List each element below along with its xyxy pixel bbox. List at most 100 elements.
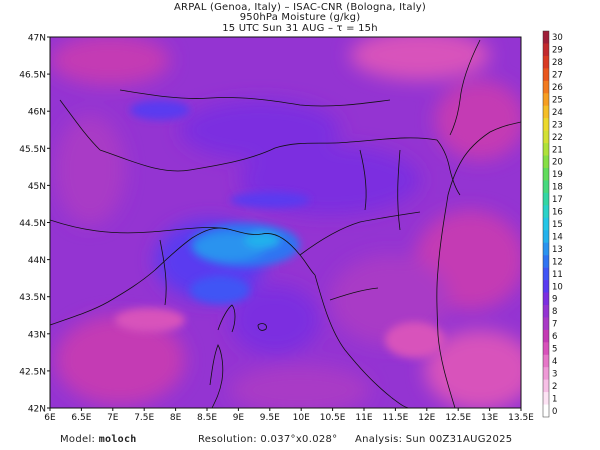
footer-model-label: Model:: [60, 434, 96, 445]
colorbar-swatch: [543, 342, 549, 356]
lon-tick-label: 6E: [44, 413, 56, 423]
colorbar-swatch: [543, 292, 549, 306]
colorbar-swatch: [543, 230, 549, 243]
colorbar-label: 17: [552, 195, 563, 205]
colorbar-swatch: [543, 93, 549, 107]
colorbar-label: 1: [552, 394, 557, 404]
colorbar-label: 9: [552, 295, 557, 305]
lon-tick-label: 9E: [233, 413, 245, 423]
lat-tick-label: 45.5N: [19, 145, 46, 155]
footer-model: Model: moloch: [60, 434, 137, 445]
colorbar-label: 28: [552, 58, 563, 68]
colorbar-frame: [542, 30, 550, 418]
colorbar-label: 5: [552, 345, 557, 355]
footer-analysis-label: Analysis:: [355, 434, 403, 445]
colorbar-label: 2: [552, 382, 557, 392]
colorbar-label: 26: [552, 83, 563, 93]
colorbar-label: 0: [552, 407, 557, 417]
lon-tick-label: 11.5E: [383, 413, 409, 423]
colorbar-swatch: [543, 31, 549, 44]
lon-tick-label: 7.5E: [134, 413, 154, 423]
colorbar-swatch: [543, 167, 549, 181]
colorbar-swatch: [543, 55, 549, 69]
longitude-axis: 6E 6.5E 7E 7.5E 8E 8.5E 9E 9.5E 10E 10.5E 11E 11.5E…: [44, 408, 534, 423]
header-valid-time: 15 UTC Sun 31 AUG – τ = 15h: [222, 23, 378, 34]
lon-tick-label: 8E: [170, 413, 182, 423]
colorbar-swatch: [543, 392, 549, 405]
lon-tick-label: 10.5E: [320, 413, 346, 423]
header-institutions: ARPAL (Genoa, Italy) – ISAC-CNR (Bologna…: [174, 2, 426, 13]
coastlines-and-borders: [50, 39, 521, 408]
colorbar-swatch: [543, 105, 549, 119]
lat-tick-label: 42.5N: [19, 367, 46, 377]
lon-tick-label: 12E: [418, 413, 435, 423]
colorbar-label: 29: [552, 46, 563, 56]
colorbar-swatch: [543, 130, 549, 144]
colorbar-swatch: [543, 304, 549, 318]
footer-model-name: moloch: [98, 434, 137, 445]
colorbar-swatch: [543, 280, 549, 293]
colorbar-label: 18: [552, 183, 563, 193]
colorbar-swatch: [543, 354, 549, 368]
colorbar-label: 10: [552, 282, 563, 292]
colorbar-swatch: [543, 68, 549, 82]
colorbar-swatch: [543, 255, 549, 268]
colorbar-label: 20: [552, 158, 563, 168]
footer-analysis-value: Sun 00Z31AUG2025: [405, 434, 513, 445]
footer-resolution-value: 0.037°x0.028°: [260, 434, 338, 445]
colorbar-label: 23: [552, 120, 563, 130]
lon-tick-label: 7E: [107, 413, 119, 423]
latitude-axis: 47N 46.5N 46N 45.5N 45N 44.5N 44N 43.5N 43N 42.5N…: [19, 34, 50, 415]
colorbar-label: 13: [552, 245, 563, 255]
colorbar-label: 22: [552, 133, 563, 143]
lon-tick-label: 6.5E: [71, 413, 91, 423]
lon-tick-label: 13E: [481, 413, 498, 423]
lon-tick-label: 10E: [293, 413, 310, 423]
colorbar-label: 8: [552, 307, 557, 317]
lon-tick-label: 12.5E: [445, 413, 471, 423]
lat-tick-label: 44.5N: [19, 219, 46, 229]
colorbar-swatch: [543, 80, 549, 94]
lat-tick-label: 42N: [28, 405, 46, 415]
footer-analysis: Analysis: Sun 00Z31AUG2025: [355, 434, 512, 445]
colorbar-label: 27: [552, 71, 563, 81]
colorbar-swatch: [543, 180, 549, 194]
colorbar-label: 15: [552, 220, 563, 230]
lat-tick-label: 47N: [28, 34, 46, 44]
lon-tick-label: 11E: [355, 413, 372, 423]
colorbar-label: 3: [552, 369, 557, 379]
colorbar-label: 24: [552, 108, 563, 118]
lon-tick-label: 9.5E: [260, 413, 280, 423]
colorbar-swatch: [543, 155, 549, 169]
colorbar-swatch: [543, 143, 549, 156]
colorbar-label: 14: [552, 232, 563, 242]
lat-tick-label: 45N: [28, 182, 46, 192]
header-field-title: 950hPa Moisture (g/kg): [239, 12, 361, 23]
colorbar-swatch: [543, 317, 549, 331]
colorbar-swatch: [543, 217, 549, 231]
colorbar-label: 11: [552, 270, 563, 280]
lon-tick-label: 8.5E: [197, 413, 217, 423]
colorbar-label: 30: [552, 33, 563, 43]
lon-tick-label: 13.5E: [508, 413, 534, 423]
colorbar-swatch: [543, 267, 549, 281]
colorbar-swatch: [543, 192, 549, 206]
colorbar: 3029282726252423222120191817161514131211…: [542, 30, 563, 418]
colorbar-label: 19: [552, 170, 563, 180]
colorbar-label: 16: [552, 208, 563, 218]
colorbar-swatch: [543, 242, 549, 256]
footer-resolution: Resolution: 0.037°x0.028°: [198, 434, 337, 445]
colorbar-swatch: [543, 43, 549, 57]
colorbar-label: 25: [552, 95, 563, 105]
colorbar-swatch: [543, 367, 549, 380]
colorbar-label: 12: [552, 257, 563, 267]
colorbar-label: 7: [552, 320, 557, 330]
footer-resolution-label: Resolution:: [198, 434, 257, 445]
lat-tick-label: 43N: [28, 330, 46, 340]
lat-tick-label: 46.5N: [19, 71, 46, 81]
lat-tick-label: 44N: [28, 256, 46, 266]
colorbar-label: 4: [552, 357, 557, 367]
colorbar-label: 21: [552, 145, 563, 155]
colorbar-swatch: [543, 205, 549, 219]
